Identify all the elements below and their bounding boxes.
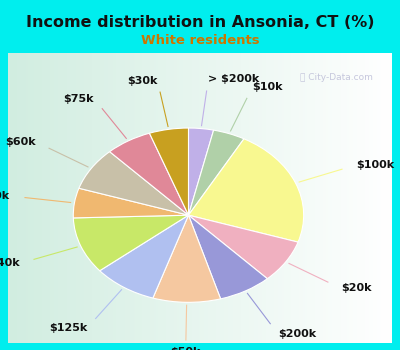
- Text: $200k: $200k: [278, 329, 316, 339]
- Wedge shape: [153, 215, 221, 302]
- Wedge shape: [110, 133, 188, 215]
- Text: $100k: $100k: [356, 160, 394, 170]
- Wedge shape: [150, 128, 188, 215]
- Wedge shape: [188, 215, 298, 279]
- Text: $75k: $75k: [64, 94, 94, 104]
- Text: $125k: $125k: [49, 323, 87, 333]
- Text: $60k: $60k: [6, 137, 36, 147]
- Wedge shape: [79, 152, 188, 215]
- Wedge shape: [188, 128, 214, 215]
- Wedge shape: [188, 139, 304, 242]
- Wedge shape: [73, 215, 188, 271]
- Wedge shape: [188, 215, 267, 299]
- Text: $150k: $150k: [0, 191, 10, 201]
- Text: ⓘ City-Data.com: ⓘ City-Data.com: [300, 73, 373, 82]
- Wedge shape: [188, 130, 244, 215]
- Text: $50k: $50k: [170, 347, 201, 350]
- Text: Income distribution in Ansonia, CT (%): Income distribution in Ansonia, CT (%): [26, 15, 374, 30]
- Wedge shape: [100, 215, 188, 298]
- Text: $10k: $10k: [252, 83, 283, 92]
- Text: $20k: $20k: [341, 284, 371, 293]
- Text: $30k: $30k: [127, 76, 158, 86]
- Wedge shape: [73, 188, 188, 218]
- Text: $40k: $40k: [0, 258, 20, 268]
- Text: White residents: White residents: [141, 34, 259, 47]
- Text: > $200k: > $200k: [208, 75, 260, 84]
